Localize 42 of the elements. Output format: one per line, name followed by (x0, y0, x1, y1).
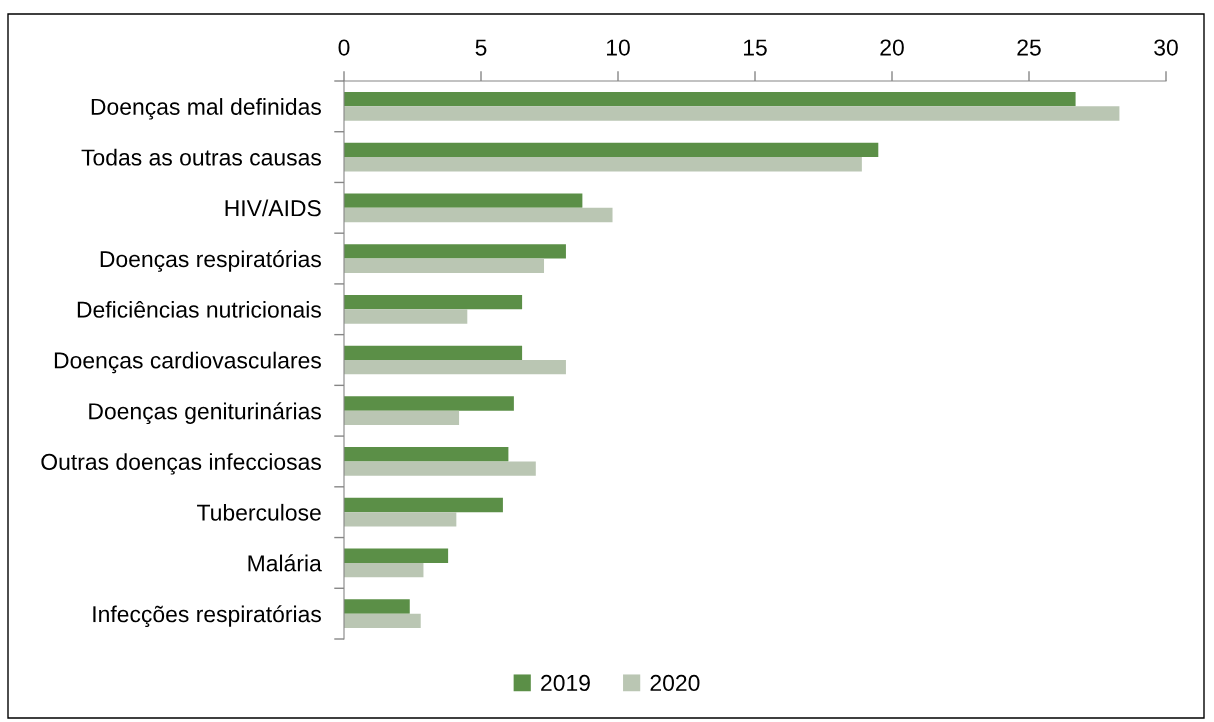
y-tick-label: Doenças cardiovasculares (54, 351, 321, 374)
bar (344, 258, 545, 273)
y-tick-label: Deficiências nutricionais (77, 300, 321, 318)
y-tick-label: Todas as outras causas (81, 148, 321, 166)
bar (344, 244, 566, 259)
bar (344, 92, 1076, 107)
y-tick-label: Tuberculose (197, 503, 321, 521)
bar (344, 497, 503, 513)
legend-label: 2019 (541, 674, 590, 692)
y-tick-label: Malária (248, 554, 322, 572)
x-tick-label: 0 (338, 39, 350, 56)
x-tick-label: 20 (880, 39, 904, 56)
bar (344, 410, 460, 426)
bar (344, 106, 1120, 121)
y-tick-label: Doenças geniturinárias (89, 402, 321, 425)
y-tick-label: Doenças mal definidas (91, 98, 321, 120)
x-tick-label: 30 (1154, 39, 1178, 56)
bar (344, 360, 566, 375)
bar (344, 207, 613, 223)
bar (344, 613, 421, 628)
bar (344, 193, 583, 208)
y-tick-label: Doenças respiratórias (100, 250, 321, 272)
bar (344, 548, 449, 563)
bar (344, 599, 410, 614)
bar (344, 294, 523, 310)
bar (344, 309, 468, 324)
bar (344, 157, 862, 172)
x-tick-label: 15 (744, 39, 767, 56)
x-tick-label: 10 (607, 39, 630, 56)
legend-label: 2020 (650, 674, 700, 692)
x-tick-label: 25 (1017, 39, 1041, 56)
y-tick-label: Outras doenças infecciosas (41, 453, 321, 475)
bar (344, 447, 509, 462)
bar (344, 461, 536, 476)
x-tick-label: 5 (475, 39, 487, 56)
bar (344, 562, 424, 578)
bar (344, 345, 523, 360)
bar (344, 142, 879, 158)
bar (344, 396, 514, 411)
y-tick-label: Infecções respiratórias (93, 605, 321, 627)
bar (344, 512, 457, 527)
y-tick-label: HIV/AIDS (225, 199, 321, 217)
